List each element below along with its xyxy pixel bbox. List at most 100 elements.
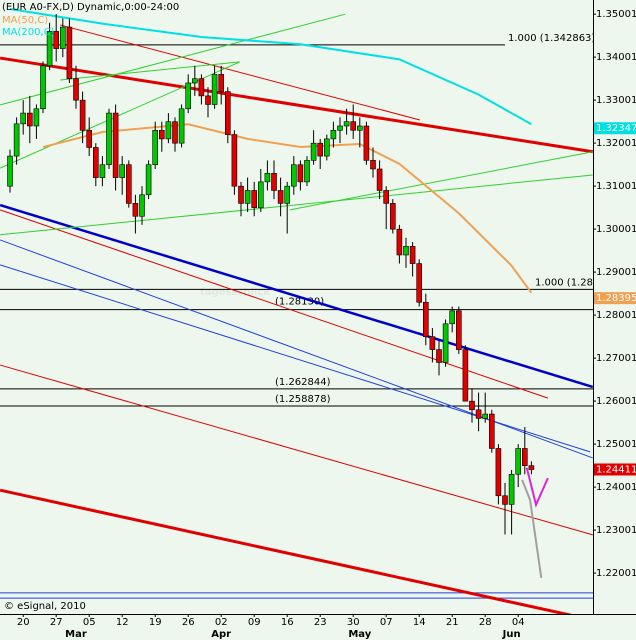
month-label: Apr [211, 629, 231, 640]
candle-body [93, 147, 99, 178]
month-label: Mar [65, 629, 87, 640]
level-label: 1.000 (1.28600 [535, 277, 612, 288]
watermark: tagesschlick [200, 287, 270, 298]
candle-body [165, 121, 172, 140]
x-tick-label: 30 [347, 617, 360, 628]
y-tick-label: 1.300013 [596, 224, 636, 235]
candle-body [508, 473, 515, 505]
y-tick-label: 1.290013 [596, 267, 636, 278]
trendline [525, 467, 549, 508]
candle-body [192, 78, 198, 84]
candle-body [515, 448, 522, 475]
y-tick-label: 1.280013 [596, 310, 636, 321]
y-tick-label: 1.320013 [596, 138, 636, 149]
candle-body [231, 134, 238, 187]
candle-body [264, 172, 271, 183]
candle-body [205, 95, 211, 105]
y-tick-label: 1.310013 [596, 181, 636, 192]
trendline [0, 203, 593, 389]
candle-body [389, 203, 396, 230]
candle-body [185, 82, 191, 110]
candle-body [132, 203, 139, 217]
price-tag [594, 463, 636, 476]
y-tick-label: 1.270013 [596, 353, 636, 364]
candle-body [449, 310, 456, 325]
moving-average [9, 8, 532, 126]
trendline [60, 24, 420, 121]
candle-body [139, 194, 145, 217]
y-tick-label: 1.250013 [596, 439, 636, 450]
candle-body [7, 155, 13, 187]
candle-body [211, 74, 218, 105]
candle-body [469, 400, 475, 411]
candle-body [172, 121, 178, 144]
candle-body [251, 190, 257, 208]
candle-body [59, 26, 66, 49]
x-tick-label: 23 [314, 617, 327, 628]
x-tick-label: 28 [479, 617, 492, 628]
candle-body [33, 108, 40, 127]
y-tick-label: 1.260013 [596, 396, 636, 407]
y-tick-label: 1.350013 [596, 9, 636, 20]
candle-body [337, 125, 343, 131]
candle-body [73, 78, 79, 101]
candle-body [159, 129, 165, 140]
level-label: (1.258878) [275, 394, 331, 405]
x-tick-label: 27 [50, 617, 63, 628]
candle-body [475, 409, 482, 419]
candle-body [488, 413, 495, 449]
x-tick-label: 26 [182, 617, 195, 628]
candle-body [310, 142, 317, 161]
candle-body [521, 448, 528, 466]
x-tick-label: 19 [149, 617, 162, 628]
chart-title: (EUR A0-FX,D) Dynamic,0:00-24:00 [2, 2, 179, 13]
candle-body [218, 74, 224, 92]
x-tick-label: 02 [215, 617, 228, 628]
level-label: (1.262844) [275, 377, 331, 388]
candle-body [119, 164, 125, 178]
candle-body [304, 160, 310, 183]
price-tag-label: 1.323476 [596, 123, 636, 134]
candle-body [53, 31, 60, 49]
candle-body [106, 112, 112, 165]
candle-body [20, 112, 27, 125]
x-tick-label: 09 [248, 617, 261, 628]
y-tick-label: 1.220012 [596, 568, 636, 579]
candle-body [495, 448, 502, 497]
candle-body [152, 129, 158, 165]
trendline [0, 209, 549, 399]
x-tick-label: 21 [446, 617, 459, 628]
candle-body [462, 349, 469, 402]
candle-body [403, 246, 409, 256]
candle-body [409, 246, 416, 264]
trendline [289, 151, 593, 211]
candle-body [79, 99, 86, 131]
plot-area: 1.000 (1.342863) 1.000 (1.28600 (1.28130) (… [0, 8, 612, 614]
candle-body [343, 121, 350, 127]
candle-body [356, 125, 363, 131]
candle-body [455, 310, 462, 350]
price-tag-label: 1.24411 [596, 464, 636, 475]
candle-body [66, 26, 73, 79]
candle-body [370, 160, 376, 170]
candle-body [13, 123, 20, 157]
candle-body [238, 185, 244, 204]
month-label: May [348, 629, 371, 640]
moving-average [42, 123, 533, 294]
y-tick-label: 1.230012 [596, 525, 636, 536]
candle-body [482, 413, 489, 419]
trendline [0, 56, 593, 154]
candle-body [297, 164, 304, 183]
candle-body [383, 190, 390, 204]
x-tick-label: 14 [413, 617, 426, 628]
candle-body [416, 263, 423, 303]
x-tick-label: 04 [512, 617, 525, 628]
price-tag-label: 1.283955 [596, 293, 636, 304]
candle-body [429, 336, 436, 350]
trendline [0, 364, 593, 536]
legend-entry: MA(50,C) [2, 15, 48, 26]
y-tick-label: 1.330013 [596, 95, 636, 106]
